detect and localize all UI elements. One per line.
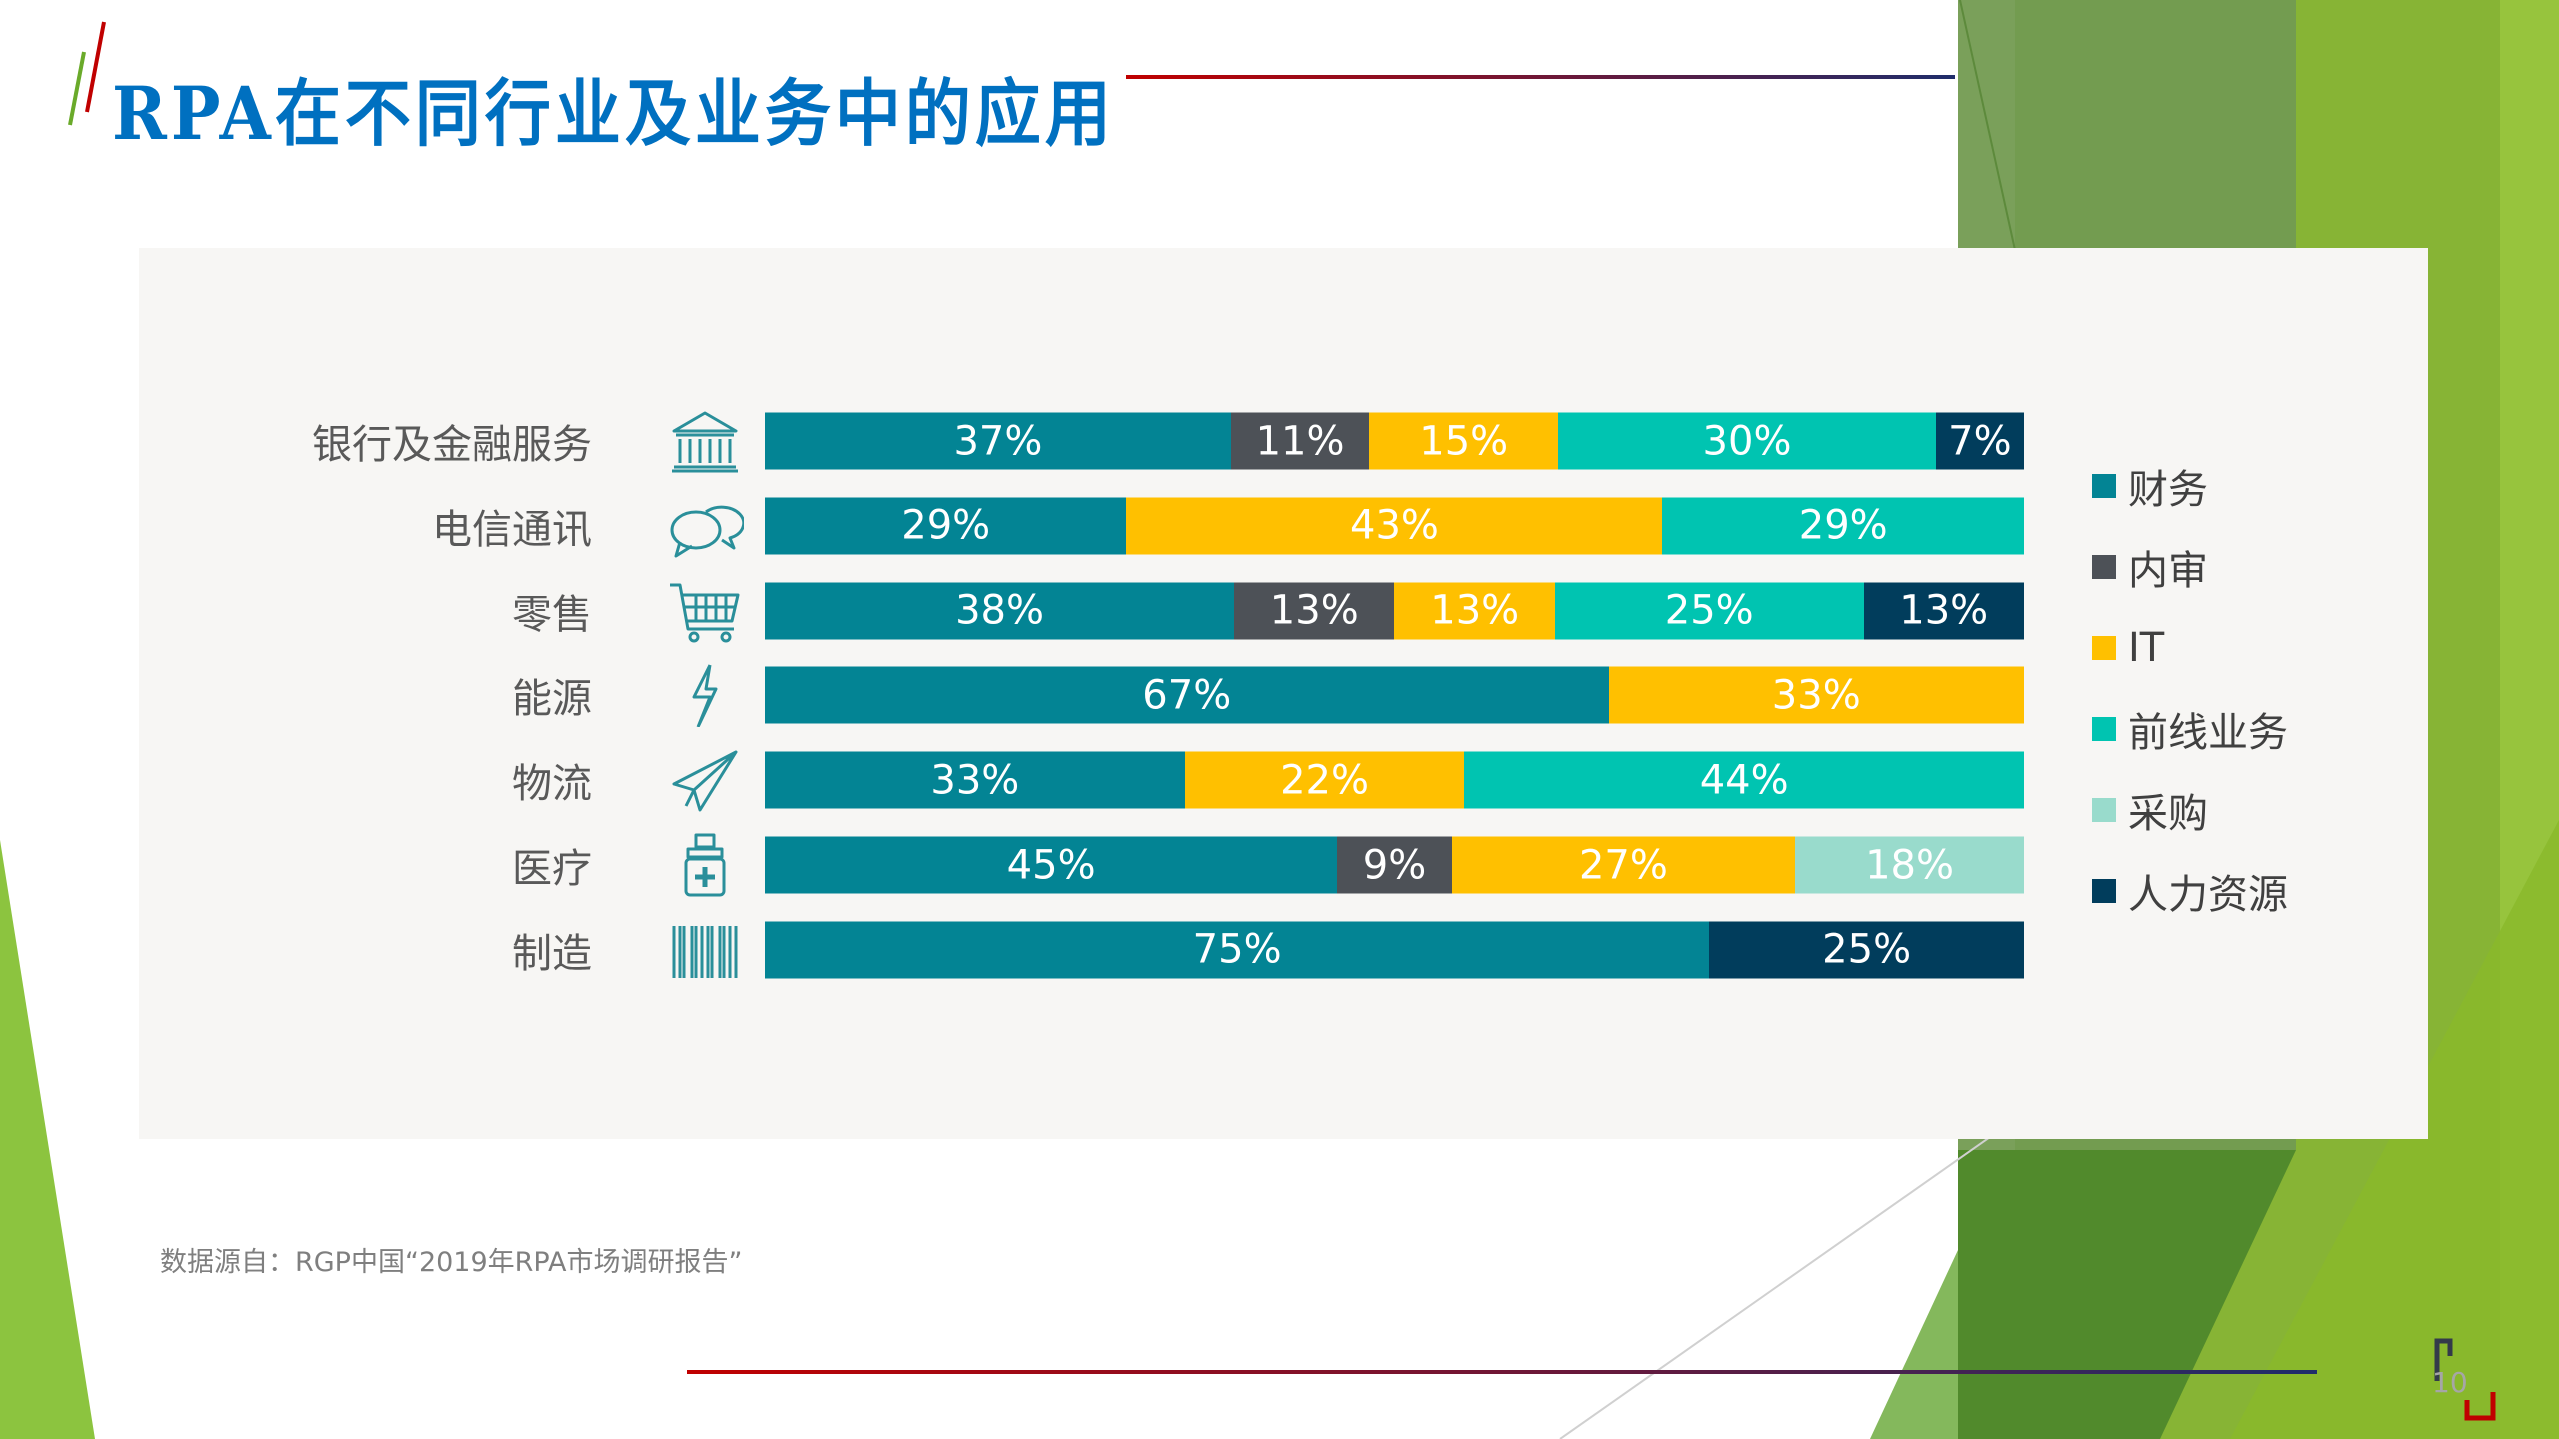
legend-item: 内审 [2092, 526, 2288, 607]
corner-mark-top [2434, 1338, 2453, 1381]
legend-label: 人力资源 [2128, 871, 2288, 918]
bar-segment: 45% [765, 836, 1338, 894]
category-label: 物流 [512, 761, 592, 808]
lightning-icon [666, 663, 744, 729]
bar-segment: 44% [1464, 751, 2024, 809]
bank-icon [666, 409, 744, 473]
page-number: 10 [2432, 1366, 2468, 1399]
page-title: RPA在不同行业及业务中的应用 [112, 70, 1115, 157]
bar-segment: 29% [765, 497, 1127, 555]
bar-segment: 33% [1608, 666, 2024, 724]
bar-row: 38% 13% 13% 25% 13% [765, 582, 2024, 640]
bar-segment: 30% [1558, 412, 1936, 470]
bar-row: 37% 11% 15% 30% 7% [765, 412, 2024, 470]
bar-segment: 43% [1126, 497, 1663, 555]
bar-segment: 11% [1230, 412, 1370, 470]
bar-segment: 13% [1234, 582, 1395, 640]
bar-segment: 13% [1394, 582, 1555, 640]
bar-row: 67% 33% [765, 666, 2024, 724]
barcode-icon [666, 918, 744, 982]
bar-segment: 67% [765, 666, 1609, 724]
bar-segment: 37% [765, 412, 1231, 470]
bar-segment: 27% [1451, 836, 1796, 894]
legend-swatch [2092, 473, 2116, 498]
category-label: 医疗 [512, 846, 592, 892]
legend-item: IT [2092, 607, 2288, 688]
category-label: 银行及金融服务 [312, 422, 592, 468]
legend-swatch [2092, 878, 2116, 903]
bar-segment: 7% [1935, 412, 2024, 470]
legend-swatch [2092, 635, 2116, 660]
legend-label: 前线业务 [2128, 709, 2288, 756]
bar-segment: 75% [765, 921, 1710, 979]
legend-item: 财务 [2092, 445, 2288, 526]
legend-label: 采购 [2128, 790, 2208, 837]
source-note: 数据源自：RGP中国“2019年RPA市场调研报告” [160, 1247, 743, 1278]
bar-segment: 9% [1337, 836, 1452, 894]
bar-segment: 25% [1554, 582, 1864, 640]
legend-label: 内审 [2128, 547, 2208, 594]
legend-swatch [2092, 797, 2116, 822]
footer-line [687, 1370, 2317, 1374]
title-accent-red [85, 21, 106, 113]
legend-item: 采购 [2092, 769, 2288, 850]
category-label: 制造 [512, 930, 592, 977]
medicine-bottle-icon [666, 833, 744, 897]
bar-row: 45% 9% 27% 18% [765, 836, 2024, 894]
category-label: 能源 [512, 676, 592, 723]
shopping-cart-icon [666, 579, 744, 643]
bar-segment: 15% [1369, 412, 1559, 470]
paper-plane-icon [666, 748, 744, 812]
legend-label: 财务 [2128, 466, 2208, 513]
legend-swatch [2092, 716, 2116, 741]
bar-row: 29% 43% 29% [765, 497, 2024, 555]
title-underline [1126, 75, 1955, 79]
title-accent-green [68, 51, 86, 126]
legend-item: 人力资源 [2092, 850, 2288, 931]
bar-segment: 22% [1184, 751, 1465, 809]
left-green-triangle [0, 840, 95, 1439]
bar-segment: 18% [1795, 836, 2024, 894]
corner-mark-bottom [2464, 1392, 2496, 1421]
bar-row: 33% 22% 44% [765, 751, 2024, 809]
bar-segment: 38% [765, 582, 1235, 640]
legend-swatch [2092, 554, 2116, 579]
bar-segment: 13% [1863, 582, 2024, 640]
category-label: 电信通讯 [432, 506, 592, 553]
bar-row: 75% 25% [765, 921, 2024, 979]
legend-label: IT [2128, 624, 2165, 671]
chart-legend: 财务内审 IT 前线业务采购人力资源 [2092, 445, 2288, 931]
legend-item: 前线业务 [2092, 688, 2288, 769]
bar-segment: 33% [765, 751, 1185, 809]
bar-segment: 29% [1662, 497, 2024, 555]
chat-bubbles-icon [666, 494, 746, 558]
bar-segment: 25% [1709, 921, 2024, 979]
category-label: 零售 [512, 591, 592, 638]
